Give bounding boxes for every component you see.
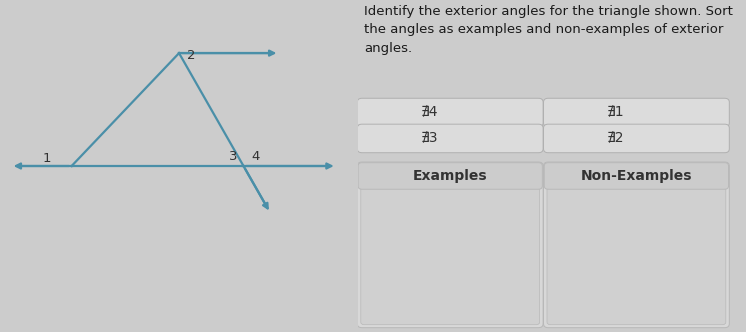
FancyBboxPatch shape bbox=[357, 162, 543, 328]
FancyBboxPatch shape bbox=[358, 163, 542, 189]
Text: 2: 2 bbox=[187, 49, 195, 62]
FancyBboxPatch shape bbox=[544, 162, 730, 328]
FancyBboxPatch shape bbox=[544, 124, 730, 153]
Text: 1: 1 bbox=[43, 152, 51, 165]
Text: 3: 3 bbox=[229, 150, 238, 163]
FancyBboxPatch shape bbox=[545, 163, 729, 189]
Text: ∄4: ∄4 bbox=[420, 106, 438, 120]
FancyBboxPatch shape bbox=[357, 124, 543, 153]
Text: Non-Examples: Non-Examples bbox=[580, 169, 692, 183]
Text: ∄2: ∄2 bbox=[606, 131, 624, 145]
FancyBboxPatch shape bbox=[361, 185, 539, 325]
FancyBboxPatch shape bbox=[547, 185, 726, 325]
Text: Identify the exterior angles for the triangle shown. Sort
the angles as examples: Identify the exterior angles for the tri… bbox=[364, 5, 733, 55]
Text: Examples: Examples bbox=[413, 169, 488, 183]
Text: 4: 4 bbox=[252, 150, 260, 163]
Text: ∄1: ∄1 bbox=[606, 106, 624, 120]
FancyBboxPatch shape bbox=[357, 98, 543, 127]
FancyBboxPatch shape bbox=[544, 98, 730, 127]
Text: ∄3: ∄3 bbox=[420, 131, 438, 145]
